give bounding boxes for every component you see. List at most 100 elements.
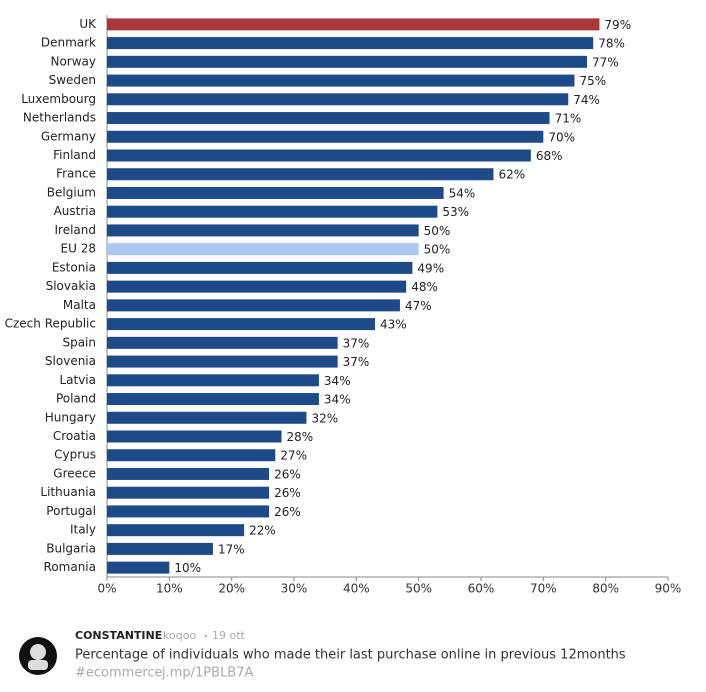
bar xyxy=(107,168,494,181)
x-tick-label: 0% xyxy=(97,582,116,596)
category-label: France xyxy=(56,167,96,181)
bar xyxy=(107,112,550,125)
value-label: 54% xyxy=(449,186,476,200)
bar xyxy=(107,374,319,387)
separator xyxy=(204,634,208,638)
category-label: Ireland xyxy=(54,223,96,237)
category-label: Finland xyxy=(53,148,96,162)
category-label: Bulgaria xyxy=(46,541,96,555)
category-label: Sweden xyxy=(49,73,96,87)
value-label: 53% xyxy=(442,205,469,219)
category-label: Norway xyxy=(50,54,96,68)
bar xyxy=(107,299,400,312)
bar xyxy=(107,355,338,368)
category-label: Portugal xyxy=(46,504,96,518)
value-label: 17% xyxy=(218,542,245,556)
value-label: 70% xyxy=(548,130,575,144)
category-label: Cyprus xyxy=(54,448,96,462)
value-label: 37% xyxy=(343,336,370,350)
value-label: 68% xyxy=(536,149,563,163)
category-label: Croatia xyxy=(53,429,96,443)
value-label: 22% xyxy=(249,524,276,538)
bar xyxy=(107,205,438,218)
category-label: Hungary xyxy=(45,410,96,424)
x-tick-label: 70% xyxy=(530,582,557,596)
value-label: 79% xyxy=(604,18,631,32)
bar xyxy=(107,561,170,574)
category-label: Slovenia xyxy=(45,354,96,368)
category-label: Slovakia xyxy=(46,279,96,293)
value-label: 49% xyxy=(417,261,444,275)
bar xyxy=(107,524,245,537)
value-label: 26% xyxy=(274,467,301,481)
bar xyxy=(107,505,270,518)
value-label: 28% xyxy=(287,430,314,444)
category-label: Poland xyxy=(56,392,96,406)
bar xyxy=(107,224,419,237)
bar xyxy=(107,37,594,50)
bar xyxy=(107,430,282,443)
bar xyxy=(107,318,376,331)
tweet: CONSTANTINE koqoo 19 ott Percentage of i… xyxy=(19,629,626,681)
x-tick-label: 10% xyxy=(156,582,183,596)
value-label: 26% xyxy=(274,486,301,500)
value-label: 37% xyxy=(343,355,370,369)
category-label: Luxembourg xyxy=(21,92,96,106)
category-label: Romania xyxy=(44,560,96,574)
category-label: Estonia xyxy=(52,260,96,274)
bar xyxy=(107,74,575,87)
bar xyxy=(107,186,444,199)
value-label: 34% xyxy=(324,393,351,407)
x-tick-label: 80% xyxy=(592,582,619,596)
category-label: Lithuania xyxy=(40,485,96,499)
bar xyxy=(107,130,544,143)
category-label: Netherlands xyxy=(23,111,96,125)
x-tick-label: 60% xyxy=(468,582,495,596)
bar xyxy=(107,542,213,555)
category-label: EU 28 xyxy=(61,242,96,256)
value-label: 10% xyxy=(174,561,201,575)
x-tick-label: 90% xyxy=(655,582,682,596)
category-label: Latvia xyxy=(59,373,96,387)
x-tick-label: 30% xyxy=(281,582,308,596)
value-label: 50% xyxy=(424,243,451,257)
avatar-face xyxy=(30,644,46,660)
x-tick-label: 20% xyxy=(218,582,245,596)
value-label: 34% xyxy=(324,374,351,388)
hashtag[interactable]: #ecommerce xyxy=(75,666,163,681)
bar xyxy=(107,336,338,349)
bar xyxy=(107,149,531,162)
category-label: Greece xyxy=(53,466,96,480)
bar xyxy=(107,261,413,274)
tweet-text: Percentage of individuals who made their… xyxy=(75,648,626,663)
value-label: 50% xyxy=(424,224,451,238)
bar xyxy=(107,243,419,256)
bar xyxy=(107,93,569,106)
x-tick-label: 50% xyxy=(405,582,432,596)
category-label: UK xyxy=(79,17,97,31)
bar xyxy=(107,393,319,406)
bar xyxy=(107,55,587,68)
category-label: Czech Republic xyxy=(5,317,96,331)
value-label: 78% xyxy=(598,37,625,51)
value-label: 26% xyxy=(274,505,301,519)
handle[interactable]: koqoo xyxy=(163,629,196,642)
bar xyxy=(107,280,407,293)
value-label: 47% xyxy=(405,299,432,313)
value-label: 75% xyxy=(580,74,607,88)
bar xyxy=(107,467,270,480)
author[interactable]: CONSTANTINE xyxy=(75,629,162,642)
category-label: Italy xyxy=(70,523,96,537)
value-label: 74% xyxy=(573,93,600,107)
link[interactable]: j.mp/1PBLB7A xyxy=(161,666,254,681)
x-tick-label: 40% xyxy=(343,582,370,596)
category-label: Austria xyxy=(54,204,96,218)
date[interactable]: 19 ott xyxy=(212,629,246,642)
category-label: Denmark xyxy=(41,36,96,50)
value-label: 77% xyxy=(592,55,619,69)
bar xyxy=(107,18,600,31)
value-label: 71% xyxy=(555,112,582,126)
bar xyxy=(107,449,276,462)
avatar-body xyxy=(28,660,48,670)
